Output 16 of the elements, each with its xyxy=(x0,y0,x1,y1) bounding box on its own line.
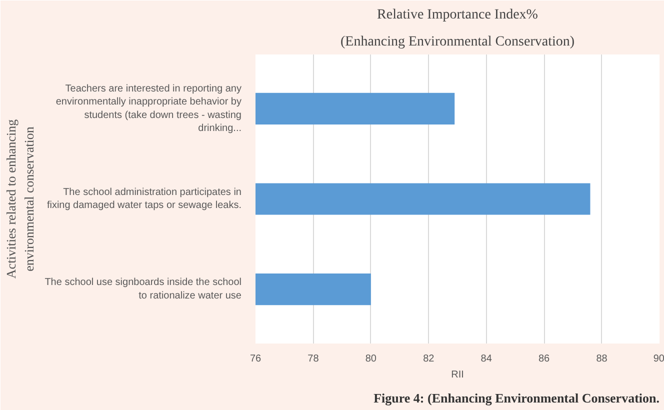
y-tick-label: The school use signboards inside the school to rationalize water use xyxy=(44,277,242,302)
y-tick-label: The school administration participates in fixing damaged water taps or sewage leaks. xyxy=(46,186,242,212)
x-tick-label: 82 xyxy=(423,354,435,364)
x-tick-label: 86 xyxy=(538,354,550,364)
y-axis-title: Activities related to enhancing environmental conservation xyxy=(4,118,37,279)
x-tick-label: 90 xyxy=(653,354,664,364)
chart-title: Relative Importance Index% xyxy=(377,8,538,22)
x-tick-label: 80 xyxy=(365,354,377,364)
y-tick-label: Teachers are interested in reporting any environmentally inappropriate behavior by students (take down trees - wasting drinking... xyxy=(56,83,242,134)
x-tick-label: 76 xyxy=(250,354,262,364)
x-tick-label: 88 xyxy=(596,354,608,364)
caption: Figure 4: (Enhancing Environmental Conservation. xyxy=(374,390,660,406)
chart-subtitle: (Enhancing Environmental Conservation) xyxy=(340,34,575,50)
x-tick-label: 78 xyxy=(308,354,320,364)
x-tick-label: 84 xyxy=(480,354,492,364)
x-axis-title: RII xyxy=(451,370,464,380)
